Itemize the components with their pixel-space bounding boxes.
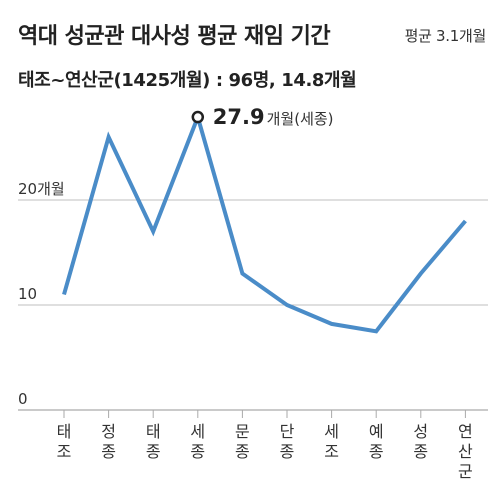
average-note: 평균 3.1개월 <box>404 27 487 45</box>
peak-marker <box>191 110 205 124</box>
peak-annotation: 27.9 개월(세종) <box>213 105 334 129</box>
y-tick-label: 20개월 <box>18 180 65 198</box>
chart-title: 역대 성균관 대사성 평균 재임 기간 <box>18 24 331 49</box>
chart-subtitle: 태조~연산군(1425개월) : 96명, 14.8개월 <box>18 70 357 91</box>
y-tick-label: 0 <box>18 390 28 408</box>
y-tick-label: 10 <box>18 285 37 303</box>
series-line <box>62 110 467 334</box>
